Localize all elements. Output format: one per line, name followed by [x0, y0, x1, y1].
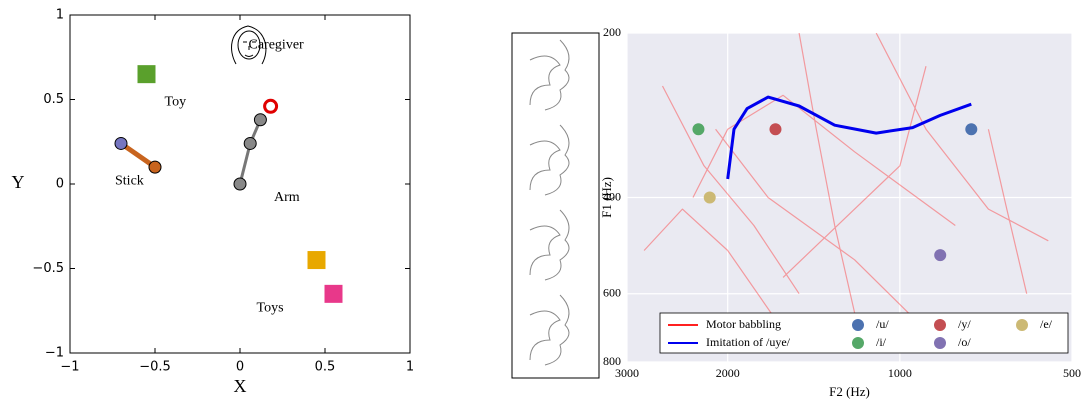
y-tick-label: 800: [603, 354, 621, 368]
object-label: Stick: [115, 174, 144, 189]
x-tick-label: 1: [406, 360, 414, 375]
vowel-point: [692, 123, 705, 136]
legend: Motor babbling Imitation of /uye/ /u/ /y/ /e…: [659, 312, 1069, 354]
end-effector: [263, 98, 279, 114]
caregiver-icon: [231, 25, 267, 65]
plot-area: [643, 33, 1049, 331]
legend-label: /u/: [876, 317, 889, 331]
joint: [243, 136, 257, 150]
x-tick-label: 0.5: [315, 360, 336, 375]
object-label: Arm: [274, 190, 300, 205]
y-axis-label: F1 (Hz): [599, 177, 614, 218]
object-label: Toys: [257, 300, 284, 315]
y-axis-label: Y: [12, 172, 25, 192]
y-tick-label: 0.5: [43, 92, 64, 107]
left-chart: −1 −0.5 0 0.5 1 −1 −0.5 0 0.5 1 X Y Caregiver Toy Stic…: [12, 8, 415, 397]
x-axis-label: F2 (Hz): [829, 384, 870, 399]
joint: [253, 113, 267, 127]
link: [119, 141, 157, 170]
x-tick-label: 0: [236, 360, 244, 375]
y-tick-label: 0: [56, 177, 64, 192]
toy: [137, 65, 156, 84]
joint: [233, 177, 247, 191]
x-tick-label: −1: [60, 360, 79, 375]
x-tick-label: 500: [1063, 366, 1081, 380]
annotation: Caregiver: [249, 38, 305, 53]
legend-swatch: [852, 337, 864, 349]
x-tick-label: 3000: [615, 366, 639, 380]
y-tick-label: 400: [603, 189, 621, 203]
vowel-point: [703, 191, 716, 204]
toy: [307, 251, 326, 270]
legend-label: Imitation of /uye/: [706, 335, 791, 349]
right-chart: 3000 2000 1000 500 200 400 600 800 F2 (Hz) F1 (Hz…: [599, 25, 1081, 399]
y-tick-label: 200: [603, 25, 621, 39]
legend-swatch: [934, 337, 946, 349]
y-tick-label: −0.5: [32, 261, 64, 276]
x-tick-label: 2000: [716, 366, 740, 380]
legend-swatch: [1016, 319, 1028, 331]
legend-label: /o/: [958, 335, 971, 349]
x-tick-label: −0.5: [139, 360, 171, 375]
legend-box: [659, 312, 1069, 354]
y-tick-label: 1: [56, 8, 64, 23]
vowel-point: [934, 249, 947, 262]
vocal-tract-panel: [511, 32, 600, 379]
legend-label: /e/: [1040, 317, 1053, 331]
legend-swatch: [934, 319, 946, 331]
legend-swatch: [852, 319, 864, 331]
legend-label: /y/: [958, 317, 971, 331]
y-tick-label: 600: [603, 285, 621, 299]
trajectory: [643, 33, 1049, 331]
vowel-point: [769, 123, 782, 136]
object-label: Toy: [165, 94, 187, 109]
vowel-point: [965, 123, 978, 136]
y-tick-label: −1: [45, 346, 64, 361]
x-tick-label: 1000: [888, 366, 912, 380]
joint: [114, 136, 128, 150]
x-axis-label: X: [234, 376, 247, 396]
legend-label: /i/: [876, 335, 887, 349]
joint: [148, 160, 162, 174]
legend-label: Motor babbling: [706, 317, 781, 331]
toy: [324, 284, 343, 303]
trajectory: [726, 95, 972, 180]
